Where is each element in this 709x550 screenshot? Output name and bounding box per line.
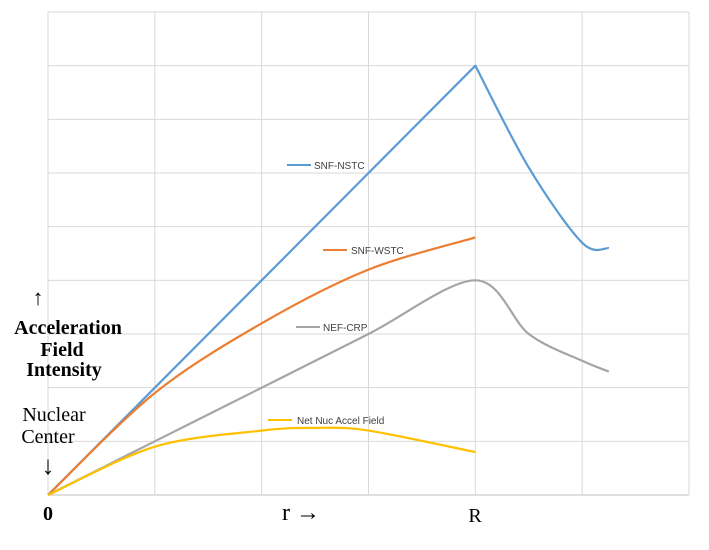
origin-label-line2: Center — [21, 426, 75, 448]
x-tick-label-R: R — [468, 505, 482, 527]
origin-label-line1: Nuclear — [22, 404, 86, 426]
legend-label-snf-wstc: SNF-WSTC — [351, 246, 404, 257]
inline-legend: SNF-NSTC SNF-WSTC NEF-CRP Net Nuc Accel Fie… — [268, 161, 404, 427]
series-line-nef-crp — [47, 279, 610, 496]
legend-label-net-nuc-accel-field: Net Nuc Accel Field — [297, 416, 384, 427]
series-line-net-nuc-accel-field — [47, 426, 476, 497]
legend-label-nef-crp: NEF-CRP — [323, 323, 368, 334]
series-line-snf-wstc — [47, 236, 476, 496]
x-tick-label-origin: 0 — [43, 503, 53, 525]
series-line-snf-nstc — [47, 64, 610, 496]
y-axis-arrow: ↑ — [33, 285, 44, 310]
gridlines — [47, 11, 690, 496]
origin-label-arrow: ↓ — [42, 451, 55, 480]
y-axis-label-line3: Intensity — [26, 359, 102, 381]
x-axis-label: r → — [282, 500, 320, 526]
y-axis-label-line1: Acceleration — [14, 317, 122, 339]
legend-label-snf-nstc: SNF-NSTC — [314, 161, 365, 172]
series-lines — [47, 64, 610, 497]
y-axis-label-line2: Field — [40, 339, 83, 361]
